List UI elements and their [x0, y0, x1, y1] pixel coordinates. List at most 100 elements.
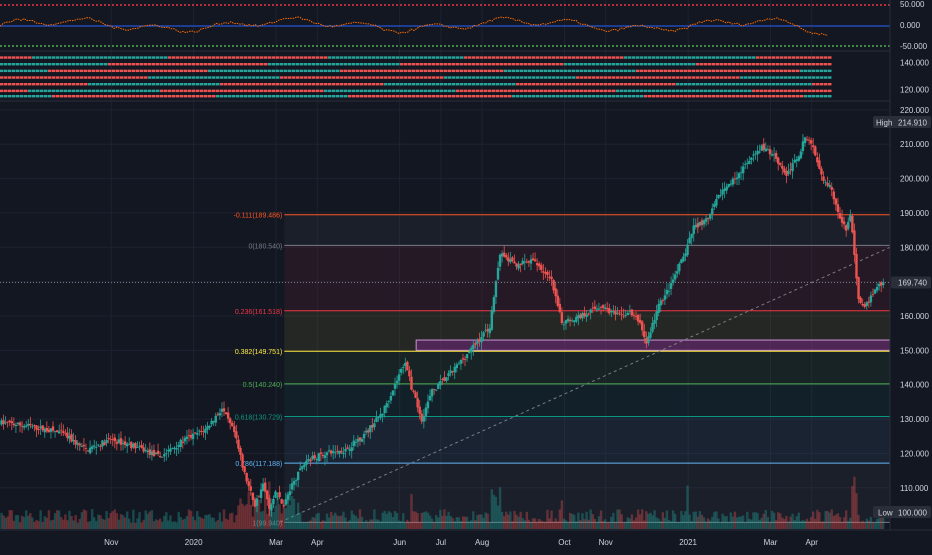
signal-cell — [68, 63, 72, 66]
signal-cell — [352, 56, 356, 59]
volume-bar — [546, 509, 549, 529]
volume-bar — [350, 510, 353, 529]
signal-cell — [136, 76, 140, 79]
fib-retracement[interactable]: -0.111(189.486)0(180.540)0.236(161.518)0… — [234, 213, 890, 528]
signal-cell — [524, 89, 528, 93]
signal-cell — [816, 69, 820, 73]
signal-cell — [280, 63, 284, 66]
signal-cell — [356, 83, 360, 86]
volume-bar — [55, 510, 59, 529]
signal-cell — [160, 69, 164, 73]
candle-body — [55, 430, 59, 432]
candle-body — [490, 309, 494, 330]
signal-cell — [700, 56, 704, 59]
time-tick-label: 2021 — [679, 538, 697, 547]
signal-cell — [20, 95, 24, 98]
signal-cell — [236, 69, 240, 73]
price-pane[interactable]: -0.111(189.486)0(180.540)0.236(161.518)0… — [0, 134, 891, 529]
signal-cell — [48, 89, 52, 93]
signal-cell — [320, 89, 324, 93]
signal-cell — [808, 83, 812, 86]
signal-cell — [776, 63, 780, 66]
candle-body — [121, 442, 125, 444]
signal-cell — [20, 69, 24, 73]
volume-bar — [183, 518, 187, 529]
signal-cell — [240, 95, 244, 98]
signal-pane[interactable] — [0, 56, 832, 98]
signal-cell — [672, 95, 676, 98]
signal-cell — [116, 56, 120, 59]
signal-cell — [152, 69, 156, 73]
signal-cell — [628, 76, 632, 79]
volume-bar — [181, 519, 184, 529]
signal-cell — [656, 76, 660, 79]
signal-cell — [744, 76, 748, 79]
signal-cell — [176, 63, 180, 66]
candle-body — [867, 301, 871, 303]
volume-bar — [861, 520, 864, 529]
signal-cell — [520, 76, 524, 79]
signal-cell — [388, 89, 392, 93]
candle-body — [805, 139, 809, 141]
signal-cell — [660, 89, 664, 93]
fib-level-label: 1(99.940) — [252, 520, 282, 527]
signal-cell — [540, 69, 544, 73]
signal-cell — [268, 89, 272, 93]
signal-cell — [824, 56, 828, 59]
signal-cell — [0, 83, 4, 86]
signal-cell — [392, 76, 396, 79]
signal-cell — [428, 76, 432, 79]
time-axis[interactable]: Nov 2020 Mar Apr Jun Jul Aug Oct Nov 2021 Mar Apr — [104, 538, 818, 547]
volume-bar — [826, 511, 829, 529]
candle-body — [179, 439, 182, 447]
signal-cell — [12, 76, 16, 79]
signal-cell — [516, 89, 520, 93]
signal-cell — [620, 83, 624, 86]
volume-bar — [713, 512, 716, 529]
candle-body — [235, 431, 238, 439]
candle-body — [690, 233, 693, 239]
signal-cell — [524, 76, 528, 79]
signal-cell — [172, 63, 176, 66]
candle-body — [847, 221, 850, 229]
candle-body — [799, 151, 803, 159]
volume-bar — [455, 517, 459, 529]
signal-cell — [528, 95, 532, 98]
signal-cell — [76, 63, 80, 66]
candle-body — [818, 160, 821, 169]
candle-body — [389, 395, 393, 401]
oscillator-pane[interactable] — [0, 4, 890, 47]
signal-cell — [744, 89, 748, 93]
candle-body — [873, 289, 877, 294]
signal-cell — [684, 95, 688, 98]
signal-cell — [400, 56, 404, 59]
signal-cell — [224, 83, 228, 86]
volume-bar — [556, 521, 559, 529]
signal-cell — [484, 56, 488, 59]
signal-cell — [536, 63, 540, 66]
volume-bar — [601, 521, 605, 529]
volume-bar — [676, 522, 679, 529]
signal-cell — [280, 69, 284, 73]
candle-body — [849, 214, 852, 222]
volume-bar — [272, 511, 275, 529]
signal-cell — [152, 95, 156, 98]
signal-cell — [0, 69, 4, 73]
signal-cell — [644, 63, 648, 66]
demand-zone[interactable] — [415, 339, 891, 351]
signal-cell — [628, 63, 632, 66]
signal-cell — [164, 95, 168, 98]
signal-cell — [724, 83, 728, 86]
signal-cell — [568, 83, 572, 86]
signal-cell — [296, 83, 300, 86]
candle-body — [18, 422, 22, 426]
volume-bar — [245, 504, 248, 529]
candle-body — [239, 447, 242, 455]
signal-cell — [480, 83, 484, 86]
volume-bar — [737, 516, 741, 529]
signal-cell — [756, 69, 760, 73]
candle-body — [453, 366, 456, 373]
candle-body — [321, 455, 325, 457]
